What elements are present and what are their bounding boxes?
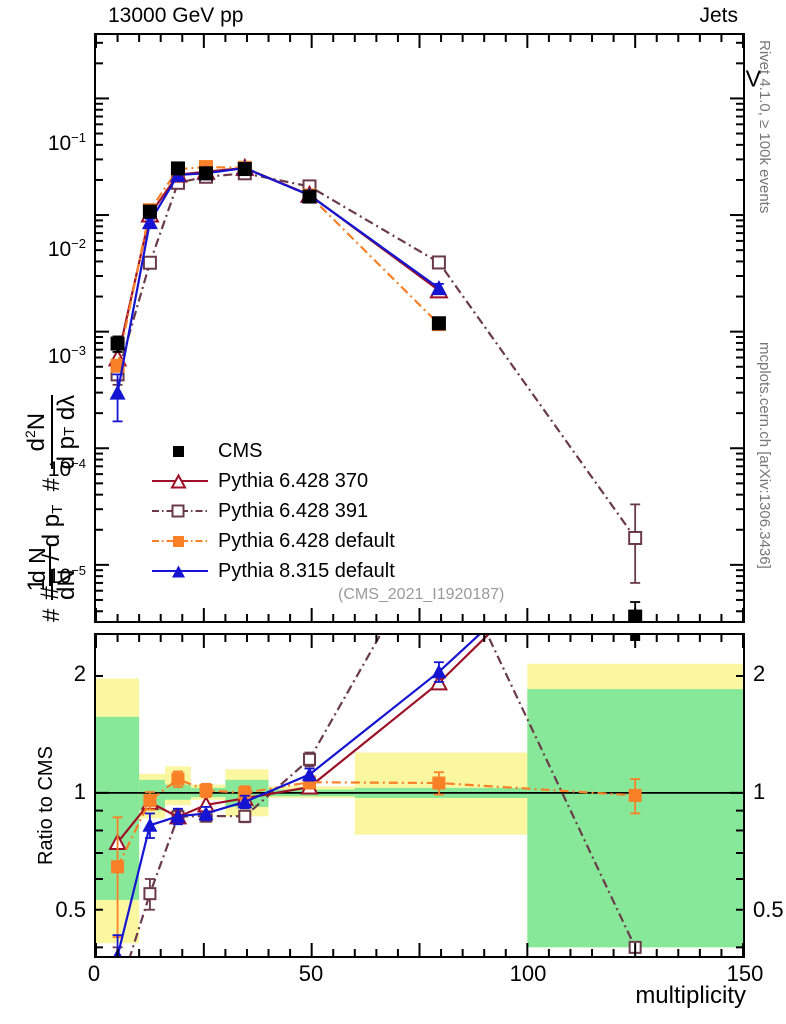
legend-label-pythia-6428-default: Pythia 6.428 default <box>218 530 395 552</box>
ytick-label-1e-4: 10−4 <box>47 456 86 481</box>
xaxis-label: multiplicity <box>635 982 746 1009</box>
xtick-label-150: 150 <box>726 961 764 986</box>
main-plot-panel <box>94 33 745 623</box>
yaxis-label-ratio: Ratio to CMS <box>35 746 57 865</box>
ratio-ytick-label-0p5-left: 0.5 <box>55 897 86 922</box>
legend-item-pythia-8315-default[interactable]: Pythia 8.315 default <box>152 556 395 586</box>
ytick-label-1e-1: 10−1 <box>47 130 86 155</box>
ratio-ytick-label-2-left: 2 <box>73 661 86 686</box>
legend-key-pythia-6428-370 <box>152 470 208 492</box>
ytick-label-1e-3: 10−3 <box>47 343 86 368</box>
xtick-label-100: 100 <box>509 961 547 986</box>
ratio-plot-canvas <box>96 635 743 956</box>
main-plot-canvas <box>95 35 744 621</box>
ytick-label-1e-2: 10−2 <box>47 236 86 261</box>
legend-key-pythia-6428-default <box>152 530 208 552</box>
analysis-id-watermark: (CMS_2021_I1920187) <box>338 586 505 603</box>
header-beam-energy: 13000 GeV pp <box>108 4 244 27</box>
legend-key-pythia-6428-391 <box>152 500 208 522</box>
legend-label-pythia-6428-391: Pythia 6.428 391 <box>218 500 369 522</box>
legend-label-cms: CMS <box>218 440 263 462</box>
ratio-ytick-label-1-left: 1 <box>73 779 86 804</box>
legend: CMS Pythia 6.428 370 Pythia 6.428 391 Py… <box>152 436 395 586</box>
legend-label-pythia-6428-370: Pythia 6.428 370 <box>218 470 369 492</box>
side-note-mcplots: mcplots.cern.ch [arXiv:1306.3436] <box>756 342 773 569</box>
ratio-ytick-label-0p5-right: 0.5 <box>753 897 784 922</box>
legend-label-pythia-8315-default: Pythia 8.315 default <box>218 560 395 582</box>
ratio-ytick-label-1-right: 1 <box>753 779 766 804</box>
ytick-label-1e-5: 10−5 <box>47 563 86 588</box>
ratio-ytick-label-2-right: 2 <box>753 661 766 686</box>
xtick-label-0: 0 <box>87 961 101 986</box>
legend-key-cms <box>152 440 208 462</box>
xtick-label-50: 50 <box>298 961 324 986</box>
legend-item-pythia-6428-default[interactable]: Pythia 6.428 default <box>152 526 395 556</box>
ratio-plot-panel <box>94 633 745 958</box>
legend-item-pythia-6428-370[interactable]: Pythia 6.428 370 <box>152 466 395 496</box>
legend-item-pythia-6428-391[interactable]: Pythia 6.428 391 <box>152 496 395 526</box>
header-analysis-group: Jets <box>699 4 738 27</box>
legend-item-cms[interactable]: CMS <box>152 436 395 466</box>
legend-key-pythia-8315-default <box>152 560 208 582</box>
